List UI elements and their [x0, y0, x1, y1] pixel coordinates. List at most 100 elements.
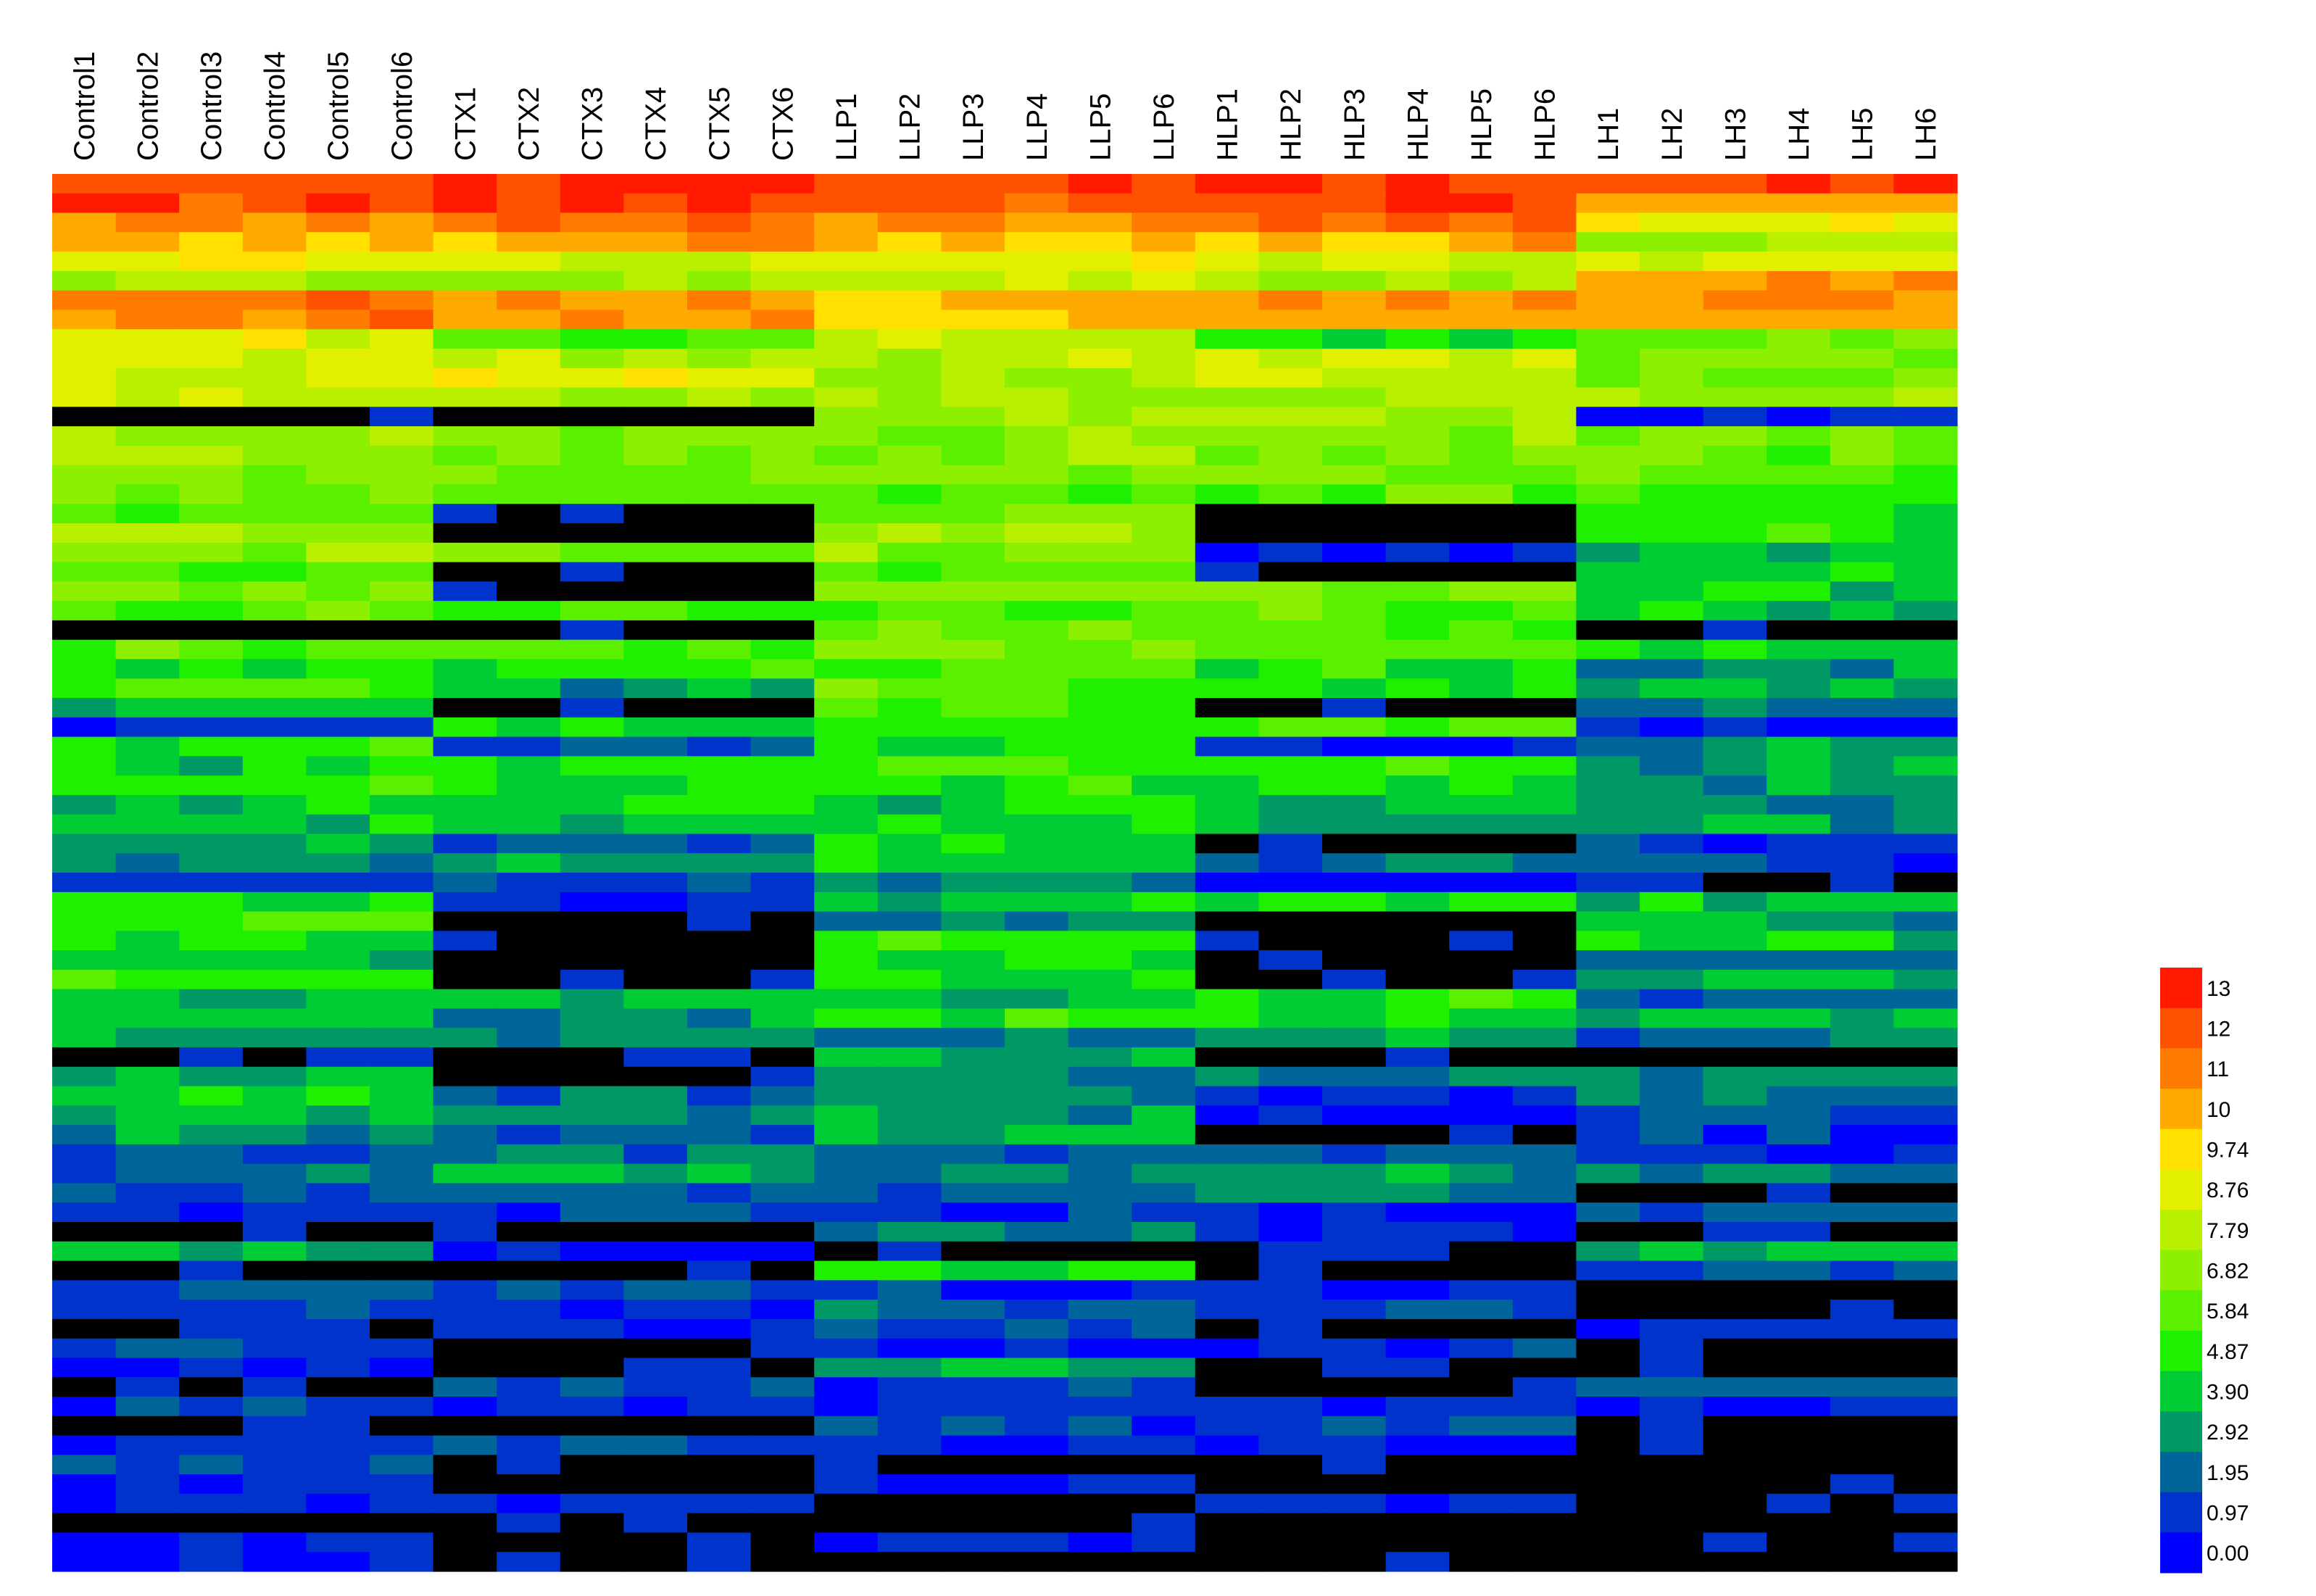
heatmap-cell: [179, 1318, 244, 1339]
heatmap-cell: [1512, 407, 1577, 427]
heatmap-cell: [1195, 426, 1259, 446]
heatmap-cell: [1385, 678, 1450, 699]
heatmap-cell: [814, 270, 879, 291]
heatmap-cell: [1449, 581, 1514, 602]
heatmap-cell: [306, 814, 370, 835]
heatmap-cell: [242, 1280, 307, 1300]
heatmap-cell: [1703, 659, 1767, 679]
heatmap-cell: [623, 542, 688, 563]
heatmap-cell: [179, 1358, 244, 1378]
heatmap-cell: [52, 678, 117, 699]
heatmap-cell: [1449, 1260, 1514, 1281]
heatmap-cell: [1576, 794, 1640, 815]
heatmap-cell: [1068, 717, 1132, 738]
heatmap-cell: [1068, 1318, 1132, 1339]
heatmap-cell: [687, 1338, 752, 1359]
heatmap-cell: [1830, 349, 1894, 369]
heatmap-cell: [306, 1260, 370, 1281]
heatmap-cell: [1068, 309, 1132, 330]
heatmap-cell: [1068, 639, 1132, 660]
heatmap-cell: [370, 969, 434, 990]
heatmap-cell: [306, 1493, 370, 1514]
heatmap-cell: [941, 1260, 1005, 1281]
heatmap-cell: [687, 252, 752, 272]
heatmap-cell: [877, 736, 942, 757]
heatmap-cell: [1068, 1493, 1132, 1514]
heatmap-cell: [1195, 698, 1259, 718]
heatmap-cell: [1449, 465, 1514, 486]
heatmap-cell: [497, 931, 561, 951]
heatmap-cell: [1703, 1493, 1767, 1514]
heatmap-cell: [1132, 193, 1196, 214]
heatmap-cell: [52, 290, 117, 311]
heatmap-cell: [433, 562, 497, 582]
column-label: LLP2: [895, 93, 926, 161]
heatmap-cell: [1576, 950, 1640, 971]
heatmap-cell: [941, 504, 1005, 524]
heatmap-cell: [306, 465, 370, 486]
heatmap-cell: [1005, 1105, 1069, 1126]
heatmap-cell: [560, 639, 624, 660]
heatmap-cell: [1322, 1260, 1387, 1281]
heatmap-cell: [1195, 1047, 1259, 1068]
heatmap-cell: [1132, 834, 1196, 854]
heatmap-cell: [1830, 252, 1894, 272]
heatmap-cell: [115, 698, 180, 718]
heatmap-cell: [1830, 950, 1894, 971]
heatmap-cell: [941, 1318, 1005, 1339]
heatmap-cell: [242, 620, 307, 641]
heatmap-cell: [1512, 1358, 1577, 1378]
heatmap-cell: [1449, 193, 1514, 214]
heatmap-cell: [1132, 1318, 1196, 1339]
heatmap-cell: [623, 504, 688, 524]
heatmap-cell: [115, 950, 180, 971]
heatmap-cell: [1385, 620, 1450, 641]
heatmap-cell: [1893, 407, 1958, 427]
heatmap-cell: [1449, 1358, 1514, 1378]
heatmap-cell: [1449, 969, 1514, 990]
legend-swatch: [2160, 1532, 2202, 1574]
heatmap-cell: [1512, 212, 1577, 233]
heatmap-cell: [687, 1028, 752, 1048]
heatmap-cell: [1068, 329, 1132, 349]
heatmap-cell: [370, 387, 434, 407]
heatmap-cell: [1893, 562, 1958, 582]
heatmap-cell: [115, 931, 180, 951]
heatmap-cell: [433, 620, 497, 641]
heatmap-cell: [1576, 1163, 1640, 1184]
heatmap-cell: [497, 776, 561, 796]
heatmap-cell: [1132, 174, 1196, 194]
heatmap-cell: [497, 504, 561, 524]
heatmap-cell: [750, 1086, 815, 1106]
heatmap-cell: [1576, 465, 1640, 486]
heatmap-cell: [877, 931, 942, 951]
heatmap-cell: [877, 1377, 942, 1397]
heatmap-cell: [814, 1397, 879, 1417]
heatmap-cell: [750, 678, 815, 699]
heatmap-cell: [1767, 1280, 1831, 1300]
heatmap-cell: [1005, 1028, 1069, 1048]
heatmap-cell: [623, 717, 688, 738]
heatmap-cell: [179, 329, 244, 349]
heatmap-cell: [687, 1435, 752, 1455]
heatmap-cell: [877, 309, 942, 330]
heatmap-cell: [1830, 891, 1894, 913]
heatmap-cell: [497, 891, 561, 913]
heatmap-cell: [242, 873, 307, 893]
heatmap-cell: [1512, 1493, 1577, 1514]
heatmap-cell: [497, 698, 561, 718]
heatmap-cell: [1385, 174, 1450, 194]
heatmap-cell: [1830, 1066, 1894, 1087]
heatmap-cell: [1195, 1397, 1259, 1417]
heatmap-cell: [115, 174, 180, 194]
heatmap-cell: [1005, 1066, 1069, 1087]
heatmap-cell: [1703, 504, 1767, 524]
heatmap-cell: [1830, 407, 1894, 427]
heatmap-cell: [370, 639, 434, 660]
heatmap-cell: [1576, 212, 1640, 233]
heatmap-cell: [877, 950, 942, 971]
heatmap-cell: [623, 581, 688, 602]
heatmap-cell: [1132, 1008, 1196, 1028]
heatmap-cell: [115, 1222, 180, 1242]
heatmap-cell: [560, 349, 624, 369]
